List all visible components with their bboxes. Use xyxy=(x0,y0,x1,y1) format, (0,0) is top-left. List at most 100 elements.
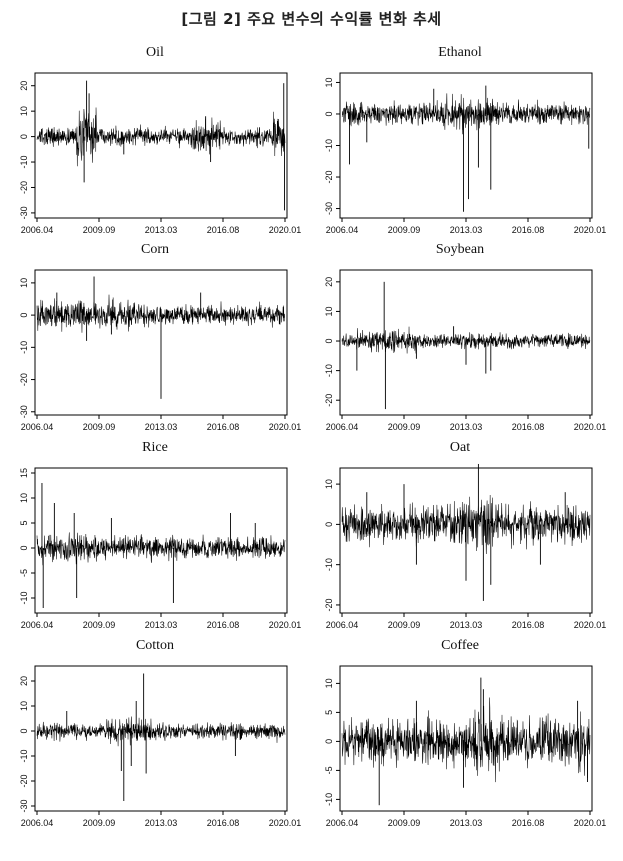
y-tick-label: -10 xyxy=(324,793,334,806)
series-line xyxy=(341,697,591,783)
plot-frame xyxy=(34,665,288,812)
x-tick-label: 2016.08 xyxy=(207,620,240,630)
y-tick-label: 10 xyxy=(324,678,334,688)
x-tick-label: 2006.04 xyxy=(326,818,359,828)
x-tick-label: 2016.08 xyxy=(512,225,545,235)
y-tick-label: -10 xyxy=(324,558,334,571)
y-tick-label: -30 xyxy=(19,799,29,812)
x-tick-label: 2009.09 xyxy=(83,620,116,630)
x-tick-label: 2013.03 xyxy=(450,422,483,432)
y-tick-label: -10 xyxy=(19,591,29,604)
x-tick-label: 2013.03 xyxy=(145,818,178,828)
plot-frame xyxy=(339,72,593,219)
y-tick-label: -20 xyxy=(324,394,334,407)
y-tick-label: 10 xyxy=(19,493,29,503)
x-tick-label: 2009.09 xyxy=(83,225,116,235)
y-tick-label: 10 xyxy=(19,106,29,116)
x-tick-label: 2006.04 xyxy=(21,620,54,630)
y-tick-label: 10 xyxy=(19,278,29,288)
y-tick-label: 10 xyxy=(19,701,29,711)
y-tick-label: 0 xyxy=(324,739,334,744)
y-tick-label: -10 xyxy=(324,364,334,377)
series-line xyxy=(341,93,591,135)
x-tick-label: 2006.04 xyxy=(21,422,54,432)
chart-panel-rice: Rice 15 10 5 0 -5 -10 2006.04 2009.09 2013.03 2016… xyxy=(5,440,305,635)
x-tick-label: 2020.01 xyxy=(269,620,302,630)
figure-title: [그림 2] 주요 변수의 수익률 변화 추세 xyxy=(181,10,442,28)
x-tick-label: 2020.01 xyxy=(574,620,607,630)
x-tick-label: 2009.09 xyxy=(388,818,421,828)
chart-title: Coffee xyxy=(441,638,479,653)
x-tick-label: 2009.09 xyxy=(388,422,421,432)
chart-title: Cotton xyxy=(135,638,175,653)
y-tick-label: -10 xyxy=(19,156,29,169)
chart-panel-oat: Oat 10 0 -10 -20 2006.04 2009.09 2013.03 2016.08… xyxy=(310,440,610,635)
x-tick-label: 2016.08 xyxy=(512,620,545,630)
chart-title: Corn xyxy=(141,242,169,257)
y-tick-label: -20 xyxy=(19,373,29,386)
x-tick-label: 2013.03 xyxy=(145,422,178,432)
chart-svg: 10 0 -10 -20 -30 2006.04 2009.09 2013.03 2016.08… xyxy=(19,269,302,432)
x-tick-label: 2009.09 xyxy=(83,818,116,828)
y-tick-label: 5 xyxy=(324,710,334,715)
chart-panel-coffee: Coffee 10 5 0 -5 -10 2006.04 2009.09 2013.03 2016… xyxy=(310,638,610,833)
y-tick-label: -30 xyxy=(19,206,29,219)
y-tick-label: 20 xyxy=(324,277,334,287)
y-tick-label: 0 xyxy=(19,313,29,318)
chart-panel-soybean: Soybean 20 10 0 -10 -20 2006.04 2009.09 2013.03 2… xyxy=(310,242,610,437)
x-tick-label: 2020.01 xyxy=(574,422,607,432)
plot-frame xyxy=(34,467,288,614)
x-tick-label: 2016.08 xyxy=(512,422,545,432)
series-line xyxy=(36,716,286,747)
y-tick-label: 0 xyxy=(324,339,334,344)
x-tick-label: 2013.03 xyxy=(450,225,483,235)
y-tick-label: -5 xyxy=(19,569,29,577)
plot-frame xyxy=(34,72,288,219)
x-tick-label: 2009.09 xyxy=(388,620,421,630)
x-tick-label: 2006.04 xyxy=(326,422,359,432)
chart-title: Rice xyxy=(142,440,168,455)
x-tick-label: 2020.01 xyxy=(574,225,607,235)
y-tick-label: -5 xyxy=(324,766,334,774)
y-tick-label: 5 xyxy=(19,520,29,525)
y-tick-label: 0 xyxy=(19,134,29,139)
x-tick-label: 2016.08 xyxy=(512,818,545,828)
y-tick-label: 15 xyxy=(19,468,29,478)
chart-title: Ethanol xyxy=(438,45,482,60)
y-tick-label: -30 xyxy=(19,405,29,418)
y-tick-label: -20 xyxy=(19,181,29,194)
chart-svg: 20 10 0 -10 -20 -30 2006.04 2009.09 2013.03 2016.… xyxy=(19,665,301,828)
y-tick-label: 0 xyxy=(324,111,334,116)
x-tick-label: 2020.01 xyxy=(574,818,607,828)
x-tick-label: 2013.03 xyxy=(145,620,178,630)
chart-svg: 15 10 5 0 -5 -10 2006.04 2009.09 2013.03 2016.08 2… xyxy=(19,467,302,630)
chart-title: Soybean xyxy=(435,242,485,257)
y-tick-label: 10 xyxy=(324,77,334,87)
y-tick-label: 10 xyxy=(324,306,334,316)
y-tick-label: 0 xyxy=(19,545,29,550)
y-tick-label: -10 xyxy=(324,139,334,152)
chart-panel-cotton: Cotton 20 10 0 -10 -20 -30 2006.04 2009.09 2013.0… xyxy=(5,638,305,833)
y-tick-label: 20 xyxy=(19,676,29,686)
y-tick-label: -10 xyxy=(19,341,29,354)
chart-title: Oat xyxy=(449,440,471,455)
y-tick-label: -20 xyxy=(19,774,29,787)
chart-panel-oil: Oil 20 10 0 -10 -20 -30 2006.04 2009.09 2013.03 20… xyxy=(5,45,305,240)
y-tick-label: 20 xyxy=(19,81,29,91)
y-tick-label: 0 xyxy=(19,728,29,733)
series-line xyxy=(36,107,286,167)
series-line xyxy=(36,532,286,566)
chart-svg: 10 5 0 -5 -10 2006.04 2009.09 2013.03 2016.08 202… xyxy=(324,665,607,828)
chart-panel-ethanol: Ethanol 10 0 -10 -20 -30 2006.04 2009.09 2013.03… xyxy=(310,45,610,240)
x-tick-label: 2016.08 xyxy=(207,818,240,828)
chart-panel-corn: Corn 10 0 -10 -20 -30 2006.04 2009.09 2013.03 201… xyxy=(5,242,305,437)
x-tick-label: 2016.08 xyxy=(207,422,240,432)
x-tick-label: 2020.01 xyxy=(269,422,302,432)
x-tick-label: 2009.09 xyxy=(83,422,116,432)
chart-svg: 20 10 0 -10 -20 -30 2006.04 2009.09 2013.03 2016.… xyxy=(19,72,301,235)
y-tick-label: 10 xyxy=(324,479,334,489)
chart-svg: 20 10 0 -10 -20 2006.04 2009.09 2013.03 2016.08 2… xyxy=(324,269,607,432)
chart-svg: 10 0 -10 -20 2006.04 2009.09 2013.03 2016.08 202… xyxy=(324,463,607,630)
y-tick-label: -20 xyxy=(324,171,334,184)
x-tick-label: 2016.08 xyxy=(207,225,240,235)
